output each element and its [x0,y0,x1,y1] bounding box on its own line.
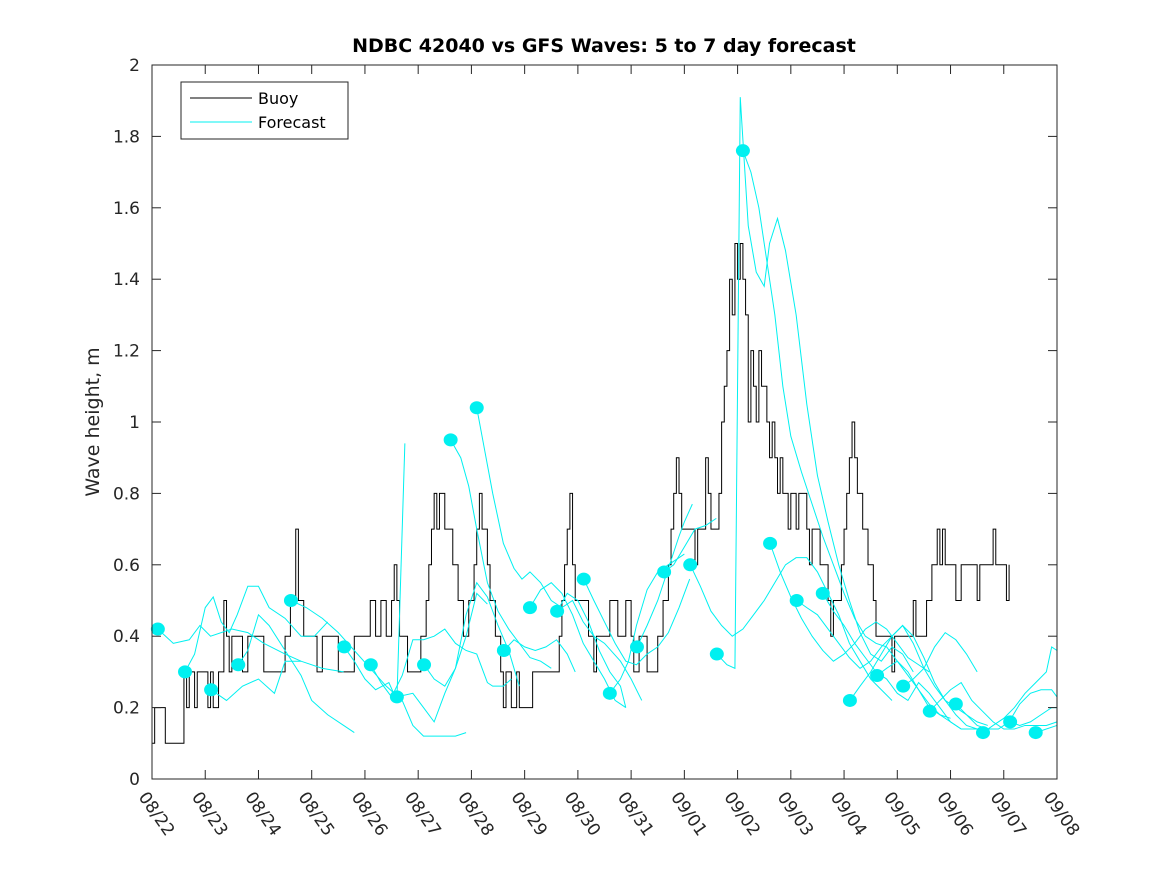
y-tick-label: 0.4 [113,627,140,647]
forecast-line [876,660,983,730]
y-tick-label: 2 [129,56,140,76]
y-tick-label: 1.4 [113,270,140,290]
forecast-start-marker [443,433,458,447]
forecast-line [556,592,627,708]
forecast-start-marker [976,726,991,740]
forecast-start-marker [709,647,724,661]
forecast-start-marker [815,586,830,600]
forecast-start-marker [735,144,750,158]
forecast-line [290,600,467,737]
legend: Buoy Forecast [180,81,349,140]
y-tick-label: 1.6 [113,199,140,219]
forecast-line [157,624,302,662]
forecast-line [982,646,1058,733]
forecast-line [423,581,520,687]
forecast-line [503,639,576,673]
forecast-line [583,578,691,666]
x-tick-label: 08/24 [240,788,284,840]
x-tick-label: 09/06 [932,788,976,840]
forecast-line [609,553,685,694]
forecast-line [210,660,344,702]
x-tick-label: 08/26 [347,788,391,840]
forecast-start-marker [337,640,352,654]
y-tick-label: 0.6 [113,556,140,576]
legend-forecast-label: Forecast [258,113,326,132]
forecast-start-marker [789,594,804,607]
forecast-start-marker [496,643,511,657]
forecast-start-marker [150,622,165,636]
forecast-start-marker [922,704,937,718]
chart-title: NDBC 42040 vs GFS Waves: 5 to 7 day fore… [352,35,856,57]
forecast-start-marker [629,640,644,654]
x-tick-label: 08/31 [613,788,657,840]
forecast-start-marker [576,572,591,586]
buoy-line [152,243,1010,744]
forecast-start-marker [870,668,885,682]
y-tick-label: 0.2 [113,699,140,719]
x-tick-label: 08/27 [400,788,444,840]
forecast-start-marker [178,665,193,679]
forecast-line [689,557,893,701]
x-tick-label: 08/23 [187,788,231,840]
x-tick-label: 09/01 [666,788,710,840]
x-tick-label: 09/02 [719,788,763,840]
forecast-line [929,681,1058,730]
forecast-start-marker [204,683,219,697]
forecast-start-marker [231,658,246,672]
forecast-start-marker [1003,715,1018,729]
forecast-start-marker [469,401,484,415]
x-tick-label: 08/30 [560,788,604,840]
y-axis-label: Wave height, m [82,347,104,496]
y-tick-label: 1 [129,413,140,433]
x-tick-label: 09/07 [986,788,1030,840]
forecast-start-marker [1028,726,1043,740]
plot-background [152,65,1057,779]
forecast-start-marker [602,686,617,700]
forecast-line [716,97,914,673]
x-tick-label: 09/05 [879,788,923,840]
y-tick-label: 0 [129,770,140,790]
forecast-line [396,592,488,723]
legend-box [180,81,349,140]
x-tick-label: 08/29 [507,788,551,840]
forecast-start-marker [948,697,963,711]
x-tick-label: 08/25 [294,788,338,840]
x-tick-label: 08/28 [453,788,497,840]
markers-layer [150,144,1043,740]
forecast-line [902,631,978,687]
forecast-start-marker [363,658,378,672]
x-tick-label: 09/03 [773,788,817,840]
y-axis: 0 0.2 0.4 0.6 0.8 1 1.2 1.4 1.6 1.8 2 [113,56,1057,790]
forecast-start-marker [417,658,432,672]
forecast-line [742,150,951,719]
forecast-start-marker [283,594,298,607]
forecast-line [663,517,717,573]
forecast-line [370,628,512,698]
forecast-line [476,407,643,701]
forecast-start-marker [842,693,857,707]
forecast-line [849,624,978,730]
forecast-line [450,439,552,669]
x-tick-label: 09/08 [1039,788,1083,840]
forecast-start-marker [550,604,565,618]
legend-buoy-label: Buoy [258,89,298,108]
y-tick-label: 0.8 [113,484,140,504]
x-tick-label: 09/04 [826,788,870,840]
y-tick-label: 1.8 [113,127,140,147]
x-tick-label: 08/22 [134,788,178,840]
forecast-line [822,593,962,730]
forecast-start-marker [657,565,672,579]
forecast-start-marker [389,690,404,704]
y-tick-label: 1.2 [113,342,140,362]
forecast-start-marker [522,601,537,615]
forecast-line [184,585,329,673]
forecast-start-marker [683,558,698,572]
forecast-line [237,613,355,734]
forecast-start-marker [763,536,778,550]
forecast-start-marker [896,679,911,693]
forecast-line [769,543,930,673]
